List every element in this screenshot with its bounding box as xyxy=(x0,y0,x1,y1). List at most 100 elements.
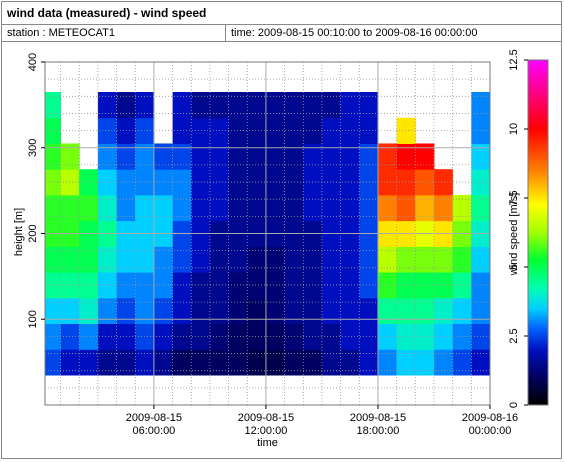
heat-cell xyxy=(303,143,323,170)
heat-cell xyxy=(191,169,211,196)
heat-cell xyxy=(60,297,80,325)
heat-cell xyxy=(321,272,342,299)
y-tick-label: 200 xyxy=(27,224,39,242)
heat-cell xyxy=(228,349,248,376)
heat-cell xyxy=(284,92,304,119)
heat-cell xyxy=(471,246,490,273)
heat-cell xyxy=(60,194,80,222)
heat-cell xyxy=(209,297,230,325)
heat-cell xyxy=(415,194,435,222)
y-axis-label: height [m] xyxy=(13,208,25,256)
heat-cell xyxy=(321,323,342,350)
heat-cell xyxy=(359,169,379,196)
heat-cell xyxy=(97,272,118,299)
heat-cell xyxy=(321,349,342,376)
heat-cell xyxy=(340,272,360,299)
heat-cell xyxy=(359,194,379,222)
heat-cell xyxy=(303,92,323,119)
heat-cell xyxy=(191,246,211,273)
heat-cell xyxy=(116,349,136,376)
heat-cell xyxy=(433,297,454,325)
heat-cell xyxy=(97,92,118,119)
heat-cell xyxy=(79,169,99,196)
heat-cell xyxy=(303,194,323,222)
heat-cell xyxy=(396,117,416,144)
heat-cell xyxy=(79,246,99,273)
heat-cell xyxy=(247,117,267,144)
heat-cell xyxy=(340,323,360,350)
heat-cell xyxy=(79,194,99,222)
heat-cell xyxy=(415,169,435,196)
heat-cell xyxy=(359,297,379,325)
heat-cell xyxy=(79,323,99,350)
heat-cell xyxy=(191,143,211,170)
heat-cell xyxy=(433,349,454,376)
heat-cell xyxy=(377,349,398,376)
heat-cell xyxy=(265,169,286,196)
colorbar-tick-label: 7.5 xyxy=(508,190,520,205)
cells xyxy=(45,92,490,376)
heat-cell xyxy=(340,297,360,325)
x-axis-label: time xyxy=(257,437,278,449)
heat-cell xyxy=(433,323,454,350)
heat-cell xyxy=(228,194,248,222)
heat-cell xyxy=(340,169,360,196)
heat-cell xyxy=(359,92,379,119)
heat-cell xyxy=(172,349,192,376)
heat-cell xyxy=(45,143,62,170)
heat-cell xyxy=(433,194,454,222)
heat-cell xyxy=(321,169,342,196)
heat-cell xyxy=(191,117,211,144)
heat-cell xyxy=(284,246,304,273)
heat-cell xyxy=(191,194,211,222)
y-tick-label: 300 xyxy=(27,139,39,157)
colorbar-tick-label: 5 xyxy=(508,264,520,270)
heat-cell xyxy=(135,246,155,273)
heat-cell xyxy=(79,349,99,376)
heat-cell xyxy=(415,143,435,170)
x-tick-label: 2009-08-15 06:00:00 xyxy=(125,412,183,437)
heat-cell xyxy=(321,92,342,119)
heat-cell xyxy=(340,143,360,170)
heat-cell xyxy=(172,169,192,196)
station: station : METEOCAT1 xyxy=(7,27,115,39)
heat-cell xyxy=(45,169,62,196)
heat-cell xyxy=(396,143,416,170)
heat-cell xyxy=(228,297,248,325)
heat-cell xyxy=(228,92,248,119)
colorbar xyxy=(527,59,549,406)
heat-cell xyxy=(452,297,472,325)
heat-cell xyxy=(321,143,342,170)
heat-cell xyxy=(247,349,267,376)
heat-cell xyxy=(228,272,248,299)
heat-cell xyxy=(97,323,118,350)
heat-cell xyxy=(172,143,192,170)
heat-cell xyxy=(191,272,211,299)
heat-cell xyxy=(172,272,192,299)
heat-cell xyxy=(415,323,435,350)
colorbar-tick-label: 12.5 xyxy=(508,49,520,70)
heat-cell xyxy=(228,169,248,196)
heat-cell xyxy=(284,143,304,170)
heat-cell xyxy=(265,92,286,119)
heat-cell xyxy=(191,323,211,350)
heat-cell xyxy=(153,272,174,299)
heat-cell xyxy=(471,297,490,325)
heat-cell xyxy=(396,297,416,325)
y-tick-label: 100 xyxy=(27,310,39,328)
heat-cell xyxy=(321,117,342,144)
heat-cell xyxy=(340,194,360,222)
heat-cell xyxy=(284,297,304,325)
heat-cell xyxy=(471,349,490,376)
heat-cell xyxy=(247,92,267,119)
heat-cell xyxy=(452,349,472,376)
heat-cell xyxy=(45,297,62,325)
heat-cell xyxy=(433,169,454,196)
heat-cell xyxy=(191,349,211,376)
heat-cell xyxy=(79,272,99,299)
heat-cell xyxy=(471,92,490,119)
heat-cell xyxy=(265,323,286,350)
heat-cell xyxy=(228,117,248,144)
